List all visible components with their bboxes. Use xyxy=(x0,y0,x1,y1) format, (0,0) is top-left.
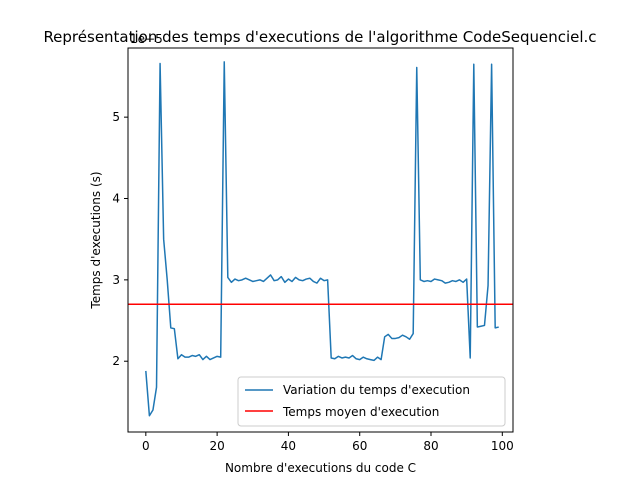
plot-area xyxy=(128,61,513,417)
legend: Variation du temps d'execution Temps moy… xyxy=(237,376,506,427)
y-axis-label: Temps d'executions (s) xyxy=(89,171,103,309)
series-line-variation xyxy=(145,61,499,417)
y-axis-ticks: 2 3 4 5 xyxy=(112,110,128,368)
y-axis-offset-label: 1e−5 xyxy=(130,32,163,46)
x-axis-label: Nombre d'executions du code C xyxy=(225,461,416,475)
x-tick-label: 40 xyxy=(281,439,296,453)
x-tick-label: 80 xyxy=(423,439,438,453)
y-tick-label: 3 xyxy=(112,273,120,287)
y-tick-label: 4 xyxy=(112,192,120,206)
legend-label-variation: Variation du temps d'execution xyxy=(283,383,470,397)
chart-title: Représentation des temps d'executions de… xyxy=(43,28,596,46)
x-tick-label: 60 xyxy=(352,439,367,453)
legend-box xyxy=(237,376,506,427)
x-axis-ticks: 0 20 40 60 80 100 xyxy=(142,432,514,453)
legend-label-mean: Temps moyen d'execution xyxy=(282,405,439,419)
plot-frame xyxy=(127,47,514,433)
x-tick-label: 0 xyxy=(142,439,150,453)
x-tick-label: 20 xyxy=(209,439,224,453)
y-tick-label: 2 xyxy=(112,354,120,368)
x-tick-label: 100 xyxy=(491,439,514,453)
y-tick-label: 5 xyxy=(112,110,120,124)
